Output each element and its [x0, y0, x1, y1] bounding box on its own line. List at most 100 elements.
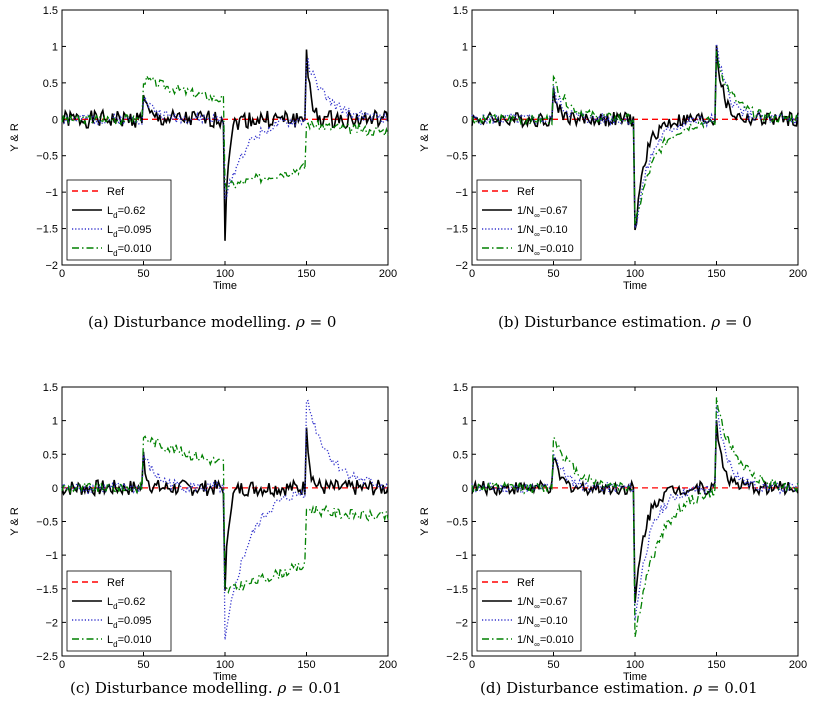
- y-tick-label: −1: [45, 187, 58, 199]
- y-tick-label: −2.5: [36, 651, 58, 663]
- legend-box: [66, 570, 172, 652]
- series-line-2: [471, 405, 799, 621]
- y-axis-label: Y & R: [419, 123, 431, 152]
- legend-label-0: Ref: [107, 577, 125, 589]
- chart-panel-b: 0 50 100 150 200 −2 −1.5 −1 −0.5 0 0.5 1 1.5 Time Y & …: [410, 0, 820, 357]
- x-tick-label: 50: [547, 268, 559, 280]
- legend-label-1: 1/N∞=0.67: [517, 596, 568, 611]
- caption-b: (b) Disturbance estimation. ρ = 0: [498, 313, 752, 331]
- x-tick-label: 150: [707, 659, 725, 671]
- y-axis-label: Y & R: [9, 123, 21, 152]
- series-line-1: [61, 427, 389, 591]
- x-tick-label: 150: [297, 659, 315, 671]
- legend-label-3: 1/N∞=0.010: [517, 243, 574, 258]
- legend-label-2: 1/N∞=0.10: [517, 615, 568, 630]
- y-tick-label: −0.5: [446, 151, 468, 163]
- y-tick-label: −2: [45, 260, 58, 272]
- x-axis-label: Time: [213, 280, 237, 292]
- y-tick-label: 1: [52, 41, 58, 53]
- legend-label-2: 1/N∞=0.10: [517, 224, 568, 239]
- x-tick-label: 150: [297, 268, 315, 280]
- y-tick-label: 0: [462, 483, 468, 495]
- x-tick-label: 150: [707, 268, 725, 280]
- legend-label-0: Ref: [517, 577, 535, 589]
- y-tick-label: −1.5: [446, 584, 468, 596]
- x-tick-label: 100: [626, 659, 644, 671]
- y-tick-label: −0.5: [36, 517, 58, 529]
- series-line-2: [61, 57, 389, 199]
- x-tick-label: 50: [137, 659, 149, 671]
- y-tick-label: 1.5: [453, 5, 468, 17]
- caption-value: = 0.01: [706, 679, 758, 697]
- chart-svg-d: 0 50 100 150 200 −2.5 −2 −1.5 −1 −0.5 0 0.5 1 1.5 Time…: [419, 382, 807, 683]
- chart-panel-a: 0 50 100 150 200 −2 −1.5 −1 −0.5 0 0.5 1 1.5 Time Y & …: [0, 0, 410, 357]
- legend-label-0: Ref: [517, 186, 535, 198]
- y-axis-label: Y & R: [9, 507, 21, 536]
- y-tick-label: −1.5: [36, 584, 58, 596]
- legend-label-0: Ref: [107, 186, 125, 198]
- y-tick-label: 1.5: [43, 382, 58, 394]
- caption-symbol: ρ: [693, 679, 703, 697]
- y-tick-label: 1: [52, 416, 58, 428]
- y-tick-label: −0.5: [446, 517, 468, 529]
- y-tick-label: −1: [455, 550, 468, 562]
- caption-value: = 0: [309, 313, 337, 331]
- x-axis-label: Time: [623, 671, 647, 683]
- x-tick-label: 0: [469, 659, 475, 671]
- legend-label-1: 1/N∞=0.67: [517, 205, 568, 220]
- y-tick-label: 0: [462, 114, 468, 126]
- chart-svg-c: 0 50 100 150 200 −2.5 −2 −1.5 −1 −0.5 0 0.5 1 1.5 Time…: [9, 382, 397, 683]
- x-axis-label: Time: [213, 671, 237, 683]
- caption-symbol: ρ: [295, 313, 305, 331]
- caption-symbol: ρ: [711, 313, 721, 331]
- y-tick-label: 0.5: [43, 449, 58, 461]
- caption-value: = 0.01: [291, 679, 342, 697]
- x-tick-label: 100: [216, 268, 234, 280]
- series-line-3: [471, 51, 799, 225]
- x-tick-label: 200: [379, 659, 397, 671]
- y-tick-label: −1: [455, 187, 468, 199]
- y-tick-label: 0: [52, 114, 58, 126]
- legend-label-1: Ld=0.62: [107, 205, 145, 220]
- y-tick-label: −1: [45, 550, 58, 562]
- caption-symbol: ρ: [277, 679, 287, 697]
- x-tick-label: 0: [59, 659, 65, 671]
- y-tick-label: −2: [455, 260, 468, 272]
- y-tick-label: 1: [462, 41, 468, 53]
- y-axis-label: Y & R: [419, 507, 431, 536]
- x-tick-label: 0: [59, 268, 65, 280]
- legend-label-3: 1/N∞=0.010: [517, 634, 574, 649]
- y-tick-label: −0.5: [36, 151, 58, 163]
- y-tick-label: 1.5: [453, 382, 468, 394]
- legend-label-3: Ld=0.010: [107, 243, 152, 258]
- legend-label-3: Ld=0.010: [107, 634, 152, 649]
- x-tick-label: 50: [137, 268, 149, 280]
- y-tick-label: 1.5: [43, 5, 58, 17]
- x-tick-label: 200: [789, 268, 807, 280]
- legend-label-2: Ld=0.095: [107, 224, 152, 239]
- y-tick-label: −1.5: [446, 224, 468, 236]
- chart-panel-d: 0 50 100 150 200 −2.5 −2 −1.5 −1 −0.5 0 0.5 1 1.5 Time…: [410, 357, 820, 715]
- y-tick-label: 0: [52, 483, 58, 495]
- series-line-3: [61, 73, 389, 190]
- x-tick-label: 200: [379, 268, 397, 280]
- legend-box: [476, 179, 582, 261]
- series-line-2: [471, 43, 799, 231]
- chart-svg-a: 0 50 100 150 200 −2 −1.5 −1 −0.5 0 0.5 1 1.5 Time Y & …: [9, 5, 397, 292]
- y-tick-label: −1.5: [36, 224, 58, 236]
- y-tick-label: −2: [45, 617, 58, 629]
- x-tick-label: 50: [547, 659, 559, 671]
- legend-label-1: Ld=0.62: [107, 596, 145, 611]
- x-tick-label: 0: [469, 268, 475, 280]
- x-tick-label: 100: [216, 659, 234, 671]
- caption-value: = 0: [724, 313, 752, 331]
- y-tick-label: 0.5: [43, 78, 58, 90]
- x-tick-label: 200: [789, 659, 807, 671]
- legend-label-2: Ld=0.095: [107, 615, 152, 630]
- series-line-3: [471, 397, 799, 638]
- caption-c: (c) Disturbance modelling. ρ = 0.01: [70, 679, 342, 697]
- x-tick-label: 100: [626, 268, 644, 280]
- caption-a: (a) Disturbance modelling. ρ = 0: [88, 313, 336, 331]
- legend-box: [66, 179, 172, 261]
- chart-svg-b: 0 50 100 150 200 −2 −1.5 −1 −0.5 0 0.5 1 1.5 Time Y & …: [419, 5, 807, 292]
